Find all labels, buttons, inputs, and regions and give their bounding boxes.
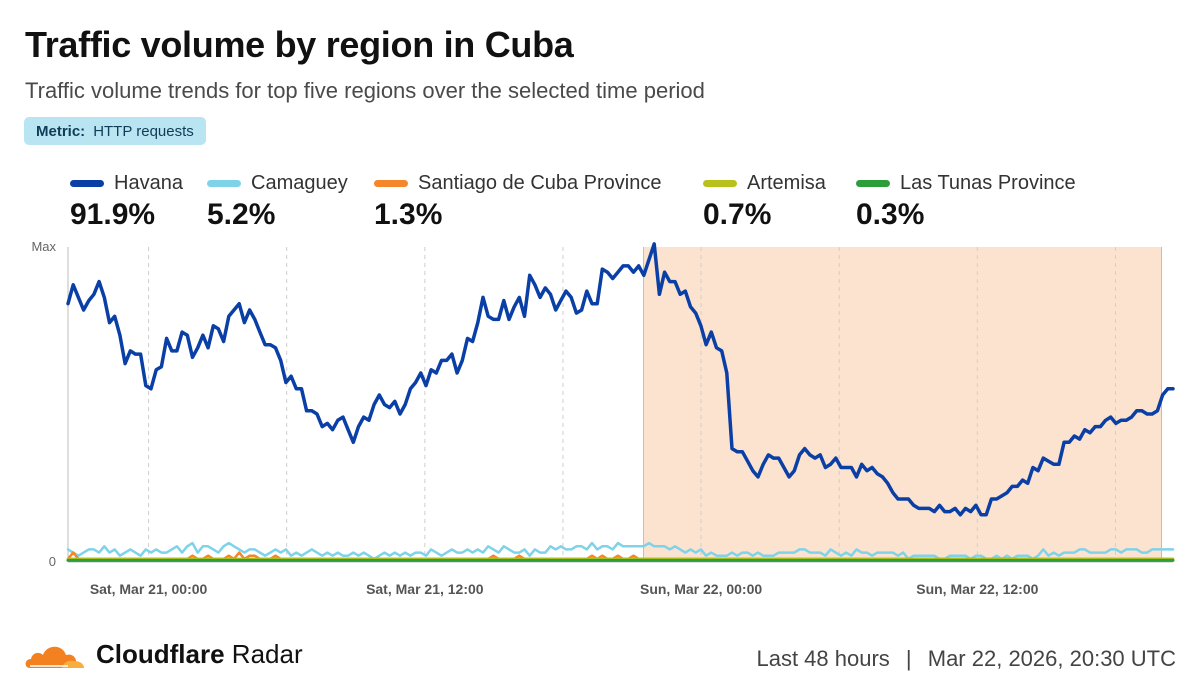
legend-label: Santiago de Cuba Province — [418, 171, 662, 194]
x-tick-label: Sun, Mar 22, 12:00 — [916, 581, 1038, 597]
legend: Havana 91.9% Camaguey 5.2% Santiago de C… — [0, 170, 1200, 232]
footer-separator: | — [905, 646, 912, 671]
x-tick-label: Sun, Mar 22, 00:00 — [640, 581, 762, 597]
line-chart[interactable]: Max 0 Sat, Mar 21, 00:00 Sat, Mar 21, 12:00… — [0, 232, 1200, 612]
legend-share: 91.9% — [70, 198, 156, 231]
legend-share: 1.3% — [374, 198, 443, 231]
legend-item-las-tunas[interactable]: Las Tunas Province 0.3% — [856, 170, 1076, 232]
highlight-region — [643, 247, 1162, 562]
metric-label: Metric: — [36, 122, 86, 140]
legend-item-santiago[interactable]: Santiago de Cuba Province 1.3% — [374, 170, 662, 232]
legend-share: 0.7% — [703, 198, 772, 231]
chart-subtitle: Traffic volume trends for top five regio… — [25, 78, 705, 103]
legend-item-artemisa[interactable]: Artemisa 0.7% — [703, 170, 826, 232]
x-tick-label: Sat, Mar 21, 12:00 — [366, 581, 484, 597]
legend-item-camaguey[interactable]: Camaguey 5.2% — [207, 170, 348, 232]
legend-swatch — [70, 179, 104, 187]
chart-title: Traffic volume by region in Cuba — [25, 24, 574, 65]
legend-swatch — [374, 179, 408, 187]
cloudflare-logo-icon — [25, 646, 84, 668]
legend-share: 5.2% — [207, 198, 276, 231]
legend-label: Artemisa — [747, 171, 826, 194]
legend-label: Las Tunas Province — [900, 171, 1076, 194]
y-tick-label: Max — [31, 239, 56, 254]
legend-label: Camaguey — [251, 171, 348, 194]
brand-light: Radar — [224, 638, 303, 669]
legend-item-havana[interactable]: Havana 91.9% — [70, 170, 183, 232]
brand-bold: Cloudflare — [96, 638, 225, 669]
legend-swatch — [703, 179, 737, 187]
footer-timeframe: Last 48 hours | Mar 22, 2026, 20:30 UTC — [756, 646, 1176, 672]
legend-swatch — [856, 179, 890, 187]
legend-share: 0.3% — [856, 198, 925, 231]
series-line-havana — [66, 242, 1175, 517]
brand-name: Cloudflare Radar — [96, 639, 303, 670]
period-label: Last 48 hours — [756, 646, 890, 671]
x-tick-label: Sat, Mar 21, 00:00 — [90, 581, 208, 597]
timestamp-label: Mar 22, 2026, 20:30 UTC — [927, 646, 1176, 671]
legend-swatch — [207, 179, 241, 187]
legend-label: Havana — [114, 171, 183, 194]
metric-value: HTTP requests — [93, 122, 194, 140]
metric-badge[interactable]: Metric: HTTP requests — [24, 117, 206, 145]
y-tick-label: 0 — [49, 554, 56, 569]
brand-logo: Cloudflare Radar — [24, 638, 303, 670]
